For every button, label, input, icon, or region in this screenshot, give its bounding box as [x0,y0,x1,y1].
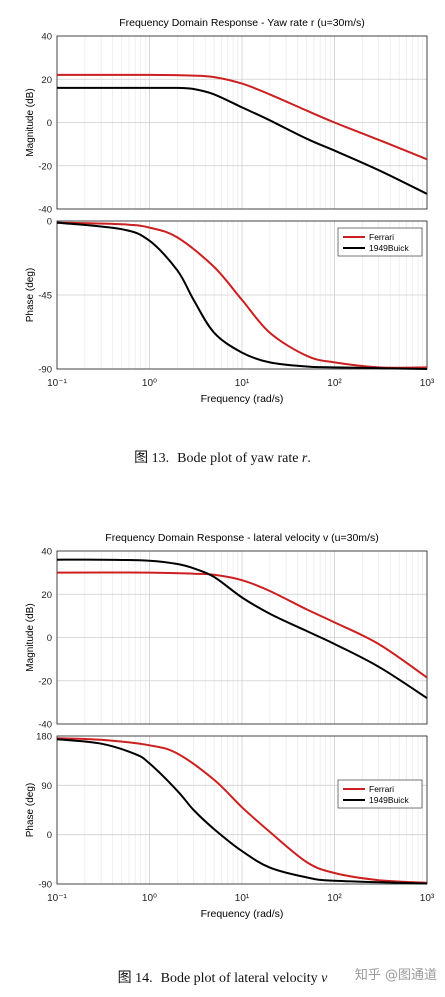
caption-tag: 图 13. [134,451,170,466]
phase-panel: 180 90 0 -90 Phase (deg) [25,732,428,891]
x-tick-label: 10¹ [235,893,250,904]
chart-title: Frequency Domain Response - lateral velo… [105,532,378,544]
y-axis-label: Magnitude (dB) [25,88,36,156]
x-tick-label: 10⁻¹ [47,378,67,389]
magnitude-panel: 40 20 0 -20 -40 Magnitude (dB) [25,547,428,731]
legend-label: Ferrari [369,232,394,242]
legend-label: Ferrari [369,784,394,794]
y-tick-label: 20 [41,590,52,601]
chart-title: Frequency Domain Response - Yaw rate r (… [119,17,365,29]
magnitude-panel: 40 20 0 -20 -40 Magnitude (dB) [25,32,428,216]
y-tick-label: -20 [38,161,52,172]
y-tick-label: 0 [47,118,52,129]
y-tick-label: -20 [38,676,52,687]
caption-text: Bode plot of lateral velocity [160,971,322,986]
y-tick-label: 0 [47,217,52,228]
watermark: 知乎 @图通道 [354,968,437,983]
x-tick-label: 10⁰ [142,893,157,904]
y-tick-label: -90 [38,880,52,891]
legend-label: 1949Buick [369,243,409,253]
series-line-ferrari [56,571,428,679]
caption-figure-14: 图 14. Bode plot of lateral velocity v [0,967,445,987]
y-tick-label: -40 [38,720,52,731]
legend-label: 1949Buick [369,795,409,805]
axes-box [56,550,428,725]
y-tick-label: 180 [36,732,52,743]
axes-box [56,220,428,370]
series-line-1949buick [56,221,428,370]
axes-box [56,735,428,885]
legend-box [337,779,423,809]
x-tick-label: 10³ [420,378,435,389]
x-tick-label: 10⁻¹ [47,893,67,904]
y-axis-label: Phase (deg) [25,268,36,322]
y-axis-label: Phase (deg) [25,783,36,837]
x-tick-label: 10¹ [235,378,250,389]
x-tick-label: 10³ [420,893,435,904]
series-line-1949buick [56,86,428,195]
x-axis-label: Frequency (rad/s) [201,393,284,405]
series-line-1949buick [56,558,428,699]
y-tick-label: 40 [41,547,52,558]
caption-tag: 图 14. [117,971,153,986]
caption-variable: v [321,971,328,986]
caption-text: Bode plot of yaw rate [177,451,302,466]
y-tick-label: 20 [41,75,52,86]
bode-plot-lateral-velocity: Frequency Domain Response - lateral velo… [25,532,435,920]
caption-end: . [307,451,311,466]
x-tick-label: 10⁰ [142,378,157,389]
legend-box [337,227,423,257]
y-tick-label: 0 [47,633,52,644]
series-line-ferrari [56,73,428,161]
series-line-1949buick [56,738,428,885]
y-tick-label: 0 [47,830,52,841]
caption-variable: r [301,451,308,466]
y-tick-label: -90 [38,365,52,376]
caption-figure-13: 图 13. Bode plot of yaw rate r. [0,447,445,467]
y-tick-label: 40 [41,32,52,43]
x-tick-label: 10² [327,893,342,904]
bode-plot-yaw-rate: Frequency Domain Response - Yaw rate r (… [25,17,435,405]
y-tick-label: -45 [38,291,52,302]
axes-box [56,35,428,210]
y-axis-label: Magnitude (dB) [25,603,36,671]
y-tick-label: 90 [41,781,52,792]
series-line-ferrari [56,221,428,369]
series-line-ferrari [56,737,428,884]
x-axis-label: Frequency (rad/s) [201,908,284,920]
y-tick-label: -40 [38,205,52,216]
x-tick-label: 10² [327,378,342,389]
